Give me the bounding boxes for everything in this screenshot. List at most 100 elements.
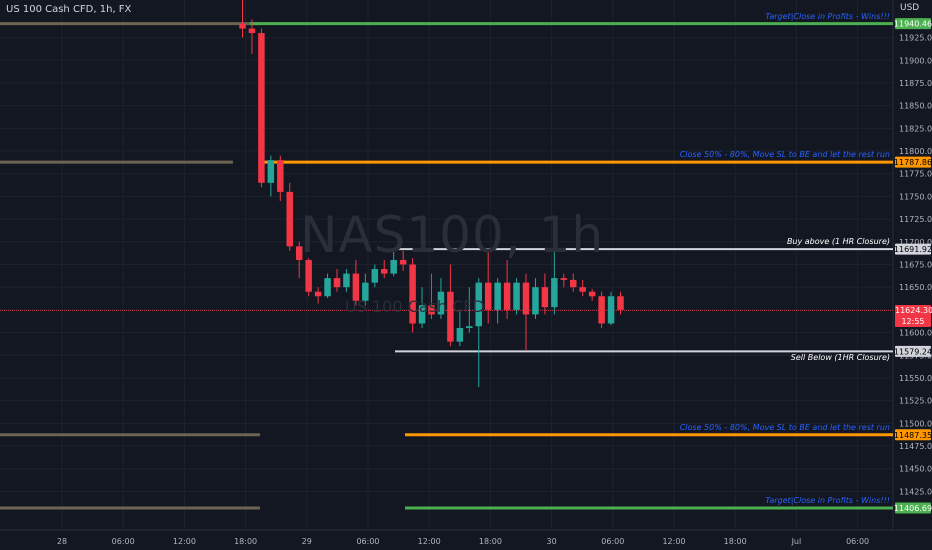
y-tick-label: 11825.00	[899, 124, 932, 133]
candle[interactable]	[579, 287, 586, 292]
y-tick-label: 11925.00	[899, 34, 932, 43]
candle[interactable]	[541, 287, 549, 308]
candle[interactable]	[503, 282, 511, 310]
x-tick-label: 28	[57, 537, 67, 546]
candle[interactable]	[607, 296, 615, 324]
candle[interactable]	[381, 269, 388, 274]
y-tick-label: 11475.00	[899, 442, 932, 451]
candle[interactable]	[333, 278, 341, 288]
candle[interactable]	[560, 278, 568, 280]
candle[interactable]	[551, 278, 558, 308]
level-price-value: 11487.35	[894, 431, 932, 440]
candle[interactable]	[399, 259, 407, 265]
candle[interactable]	[409, 264, 416, 324]
x-tick-label: 29	[302, 537, 312, 546]
candle[interactable]	[248, 28, 256, 34]
level-label: Close 50% - 80%, Move SL to BE and let t…	[679, 150, 890, 160]
x-tick-label: 12:00	[662, 537, 685, 546]
x-tick-label: 30	[547, 537, 557, 546]
candle[interactable]	[456, 328, 464, 342]
candle[interactable]	[267, 160, 275, 183]
candle[interactable]	[362, 282, 369, 301]
candle[interactable]	[352, 273, 360, 301]
candle[interactable]	[343, 273, 350, 288]
symbol-title[interactable]: US 100 Cash CFD, 1h, FX	[6, 4, 132, 15]
price-axis[interactable]	[893, 0, 932, 550]
y-tick-label: 11800.00	[899, 147, 932, 156]
candle[interactable]	[314, 291, 322, 297]
x-tick-label: 06:00	[112, 537, 135, 546]
candle[interactable]	[428, 305, 435, 315]
x-tick-label: 18:00	[724, 537, 747, 546]
x-tick-label: Jul	[791, 537, 802, 546]
candle[interactable]	[466, 326, 473, 329]
level-price-badge	[895, 429, 931, 441]
candle[interactable]	[258, 33, 265, 183]
x-tick-label: 18:00	[479, 537, 502, 546]
symbol-watermark: NAS100, 1h	[300, 206, 605, 264]
y-tick-label: 11875.00	[899, 79, 932, 88]
level-price-value: 11579.24	[894, 347, 932, 356]
level-label: Target|Close in Profits - Wins!!!	[765, 496, 890, 505]
current-price-value: 11624.30	[895, 305, 932, 315]
y-tick-label: 11700.00	[899, 238, 932, 247]
candle[interactable]	[570, 279, 577, 288]
candle[interactable]	[494, 282, 501, 310]
candle[interactable]	[239, 24, 246, 29]
level-label: Sell Below (1HR Closure)	[790, 353, 890, 363]
candle[interactable]	[277, 160, 284, 192]
candle-countdown: 12:55	[901, 316, 925, 326]
x-tick-label: 06:00	[601, 537, 624, 546]
y-tick-label: 11450.00	[899, 465, 932, 474]
level-price-badge	[895, 18, 931, 30]
level-price-value: 11787.86	[894, 158, 932, 167]
candle[interactable]	[390, 259, 397, 274]
level-label: Target|Close in Profits - Wins!!!	[765, 11, 890, 21]
candle[interactable]	[447, 291, 454, 342]
candle[interactable]	[522, 282, 530, 315]
y-tick-label: 11550.00	[899, 374, 932, 383]
y-tick-label: 11600.00	[899, 329, 932, 338]
candle[interactable]	[371, 269, 379, 283]
candle[interactable]	[305, 259, 312, 292]
x-tick-label: 12:00	[418, 537, 441, 546]
x-tick-label: 12:00	[173, 537, 196, 546]
level-price-badge	[895, 345, 931, 357]
level-price-value: 11406.69	[894, 504, 932, 513]
x-tick-label: 06:00	[356, 537, 379, 546]
level-label: Close 50% - 80%, Move SL to BE and let t…	[679, 422, 890, 432]
candle[interactable]	[324, 278, 331, 297]
candle[interactable]	[588, 291, 596, 297]
y-tick-label: 11525.00	[899, 397, 932, 406]
candle[interactable]	[418, 305, 426, 324]
candle[interactable]	[286, 191, 294, 247]
x-tick-label: 06:00	[846, 537, 869, 546]
y-tick-label: 11850.00	[899, 102, 932, 111]
level-price-badge	[895, 502, 931, 514]
y-tick-label: 11500.00	[899, 419, 932, 428]
currency-label: USD	[900, 3, 920, 13]
level-price-badge	[895, 156, 931, 168]
level-price-value: 11940.46	[894, 20, 932, 29]
y-tick-label: 11750.00	[899, 192, 932, 201]
level-label: Buy above (1 HR Closure)	[786, 237, 890, 247]
y-tick-label: 11425.00	[899, 487, 932, 496]
y-tick-label: 11900.00	[899, 56, 932, 65]
x-tick-label: 18:00	[234, 537, 257, 546]
current-price-badge: 11624.30 12:55	[895, 304, 932, 327]
symbol-watermark-subtitle: US 100 Cash CFD	[345, 297, 485, 316]
candle[interactable]	[532, 287, 539, 315]
candle[interactable]	[513, 282, 520, 310]
y-tick-label: 11725.00	[899, 215, 932, 224]
y-tick-label: 11650.00	[899, 283, 932, 292]
level-price-value: 11691.92	[894, 245, 932, 254]
y-tick-label: 11675.00	[899, 260, 932, 269]
candle[interactable]	[475, 282, 483, 327]
candle[interactable]	[598, 296, 605, 324]
candle[interactable]	[437, 291, 445, 315]
y-tick-label: 11775.00	[899, 170, 932, 179]
candle[interactable]	[295, 246, 303, 260]
candle[interactable]	[617, 296, 624, 310]
candle[interactable]	[484, 282, 492, 310]
